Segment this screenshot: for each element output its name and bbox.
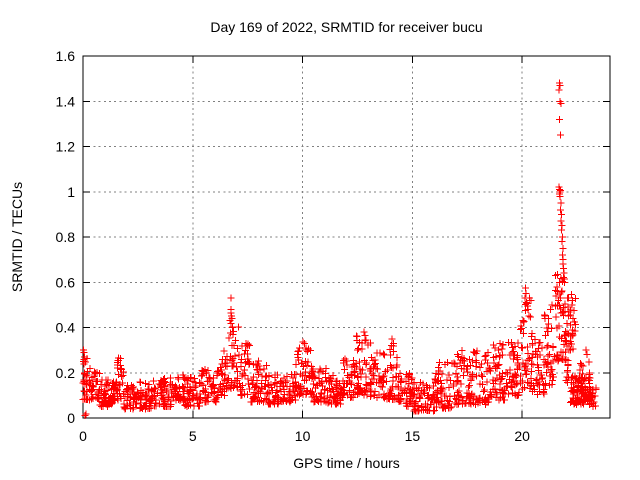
y-tick-label: 0 [67,410,75,426]
x-tick-label: 15 [405,428,421,444]
x-axis-label: GPS time / hours [293,455,400,471]
y-tick-label: 0.6 [56,274,76,290]
y-tick-label: 0.4 [56,320,76,336]
x-tick-label: 0 [79,428,87,444]
y-axis-label: SRMTID / TECUs [9,182,25,292]
chart-title: Day 169 of 2022, SRMTID for receiver buc… [210,19,482,35]
y-tick-label: 0.8 [56,229,76,245]
y-tick-label: 1.4 [56,93,76,109]
x-tick-labels: 0 5 10 15 20 [79,428,530,444]
x-tick-label: 10 [295,428,311,444]
y-tick-label: 1 [67,184,75,200]
y-tick-label: 1.6 [56,48,76,64]
axis-ticks [82,55,610,419]
scatter-points [79,79,600,419]
x-tick-label: 20 [514,428,530,444]
gridlines [83,56,610,418]
x-tick-label: 5 [189,428,197,444]
y-tick-labels: 0 0.2 0.4 0.6 0.8 1 1.2 1.4 1.6 [56,48,76,426]
y-tick-label: 1.2 [56,139,76,155]
y-tick-label: 0.2 [56,365,76,381]
